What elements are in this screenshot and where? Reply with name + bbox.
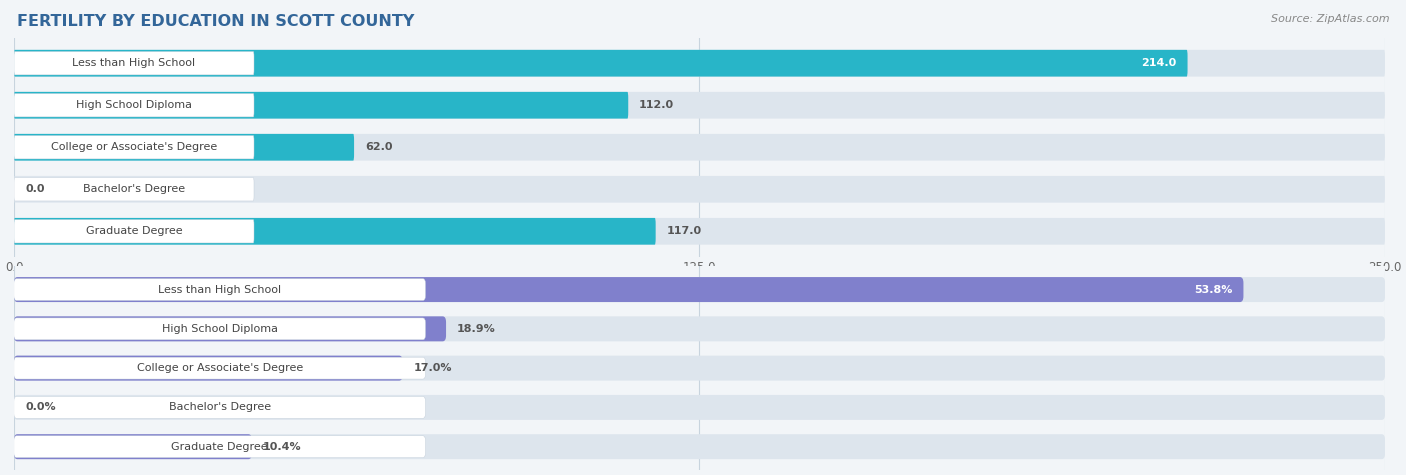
Text: 214.0: 214.0 — [1142, 58, 1177, 68]
Text: Graduate Degree: Graduate Degree — [172, 442, 269, 452]
FancyBboxPatch shape — [14, 279, 426, 301]
FancyBboxPatch shape — [14, 316, 1385, 342]
FancyBboxPatch shape — [14, 316, 446, 342]
Text: Bachelor's Degree: Bachelor's Degree — [83, 184, 186, 194]
Text: 62.0: 62.0 — [366, 142, 392, 152]
FancyBboxPatch shape — [14, 397, 426, 418]
FancyBboxPatch shape — [14, 178, 254, 201]
FancyBboxPatch shape — [14, 134, 1385, 161]
FancyBboxPatch shape — [14, 356, 1385, 380]
FancyBboxPatch shape — [14, 94, 254, 117]
Text: Graduate Degree: Graduate Degree — [86, 226, 183, 236]
Text: 18.9%: 18.9% — [457, 324, 495, 334]
FancyBboxPatch shape — [14, 277, 1243, 302]
Text: 0.0%: 0.0% — [25, 402, 56, 412]
FancyBboxPatch shape — [14, 277, 1385, 302]
FancyBboxPatch shape — [14, 92, 1385, 119]
Text: 10.4%: 10.4% — [263, 442, 301, 452]
FancyBboxPatch shape — [14, 357, 426, 379]
FancyBboxPatch shape — [14, 135, 254, 159]
FancyBboxPatch shape — [14, 218, 655, 245]
FancyBboxPatch shape — [14, 134, 354, 161]
Text: FERTILITY BY EDUCATION IN SCOTT COUNTY: FERTILITY BY EDUCATION IN SCOTT COUNTY — [17, 14, 415, 29]
FancyBboxPatch shape — [14, 434, 1385, 459]
FancyBboxPatch shape — [14, 51, 254, 75]
Text: 0.0: 0.0 — [25, 184, 45, 194]
FancyBboxPatch shape — [14, 92, 628, 119]
FancyBboxPatch shape — [14, 318, 426, 340]
FancyBboxPatch shape — [14, 50, 1188, 76]
Text: Bachelor's Degree: Bachelor's Degree — [169, 402, 271, 412]
FancyBboxPatch shape — [14, 176, 1385, 203]
Text: College or Associate's Degree: College or Associate's Degree — [51, 142, 217, 152]
FancyBboxPatch shape — [14, 436, 426, 457]
Text: 112.0: 112.0 — [640, 100, 675, 110]
Text: Less than High School: Less than High School — [73, 58, 195, 68]
Text: 53.8%: 53.8% — [1194, 285, 1232, 294]
FancyBboxPatch shape — [14, 219, 254, 243]
FancyBboxPatch shape — [14, 356, 402, 380]
Text: Source: ZipAtlas.com: Source: ZipAtlas.com — [1271, 14, 1389, 24]
FancyBboxPatch shape — [14, 218, 1385, 245]
Text: 117.0: 117.0 — [666, 226, 702, 236]
FancyBboxPatch shape — [14, 395, 1385, 420]
Text: Less than High School: Less than High School — [157, 285, 281, 294]
Text: 17.0%: 17.0% — [413, 363, 451, 373]
Text: High School Diploma: High School Diploma — [162, 324, 278, 334]
FancyBboxPatch shape — [14, 434, 252, 459]
Text: High School Diploma: High School Diploma — [76, 100, 193, 110]
Text: College or Associate's Degree: College or Associate's Degree — [136, 363, 302, 373]
FancyBboxPatch shape — [14, 50, 1385, 76]
